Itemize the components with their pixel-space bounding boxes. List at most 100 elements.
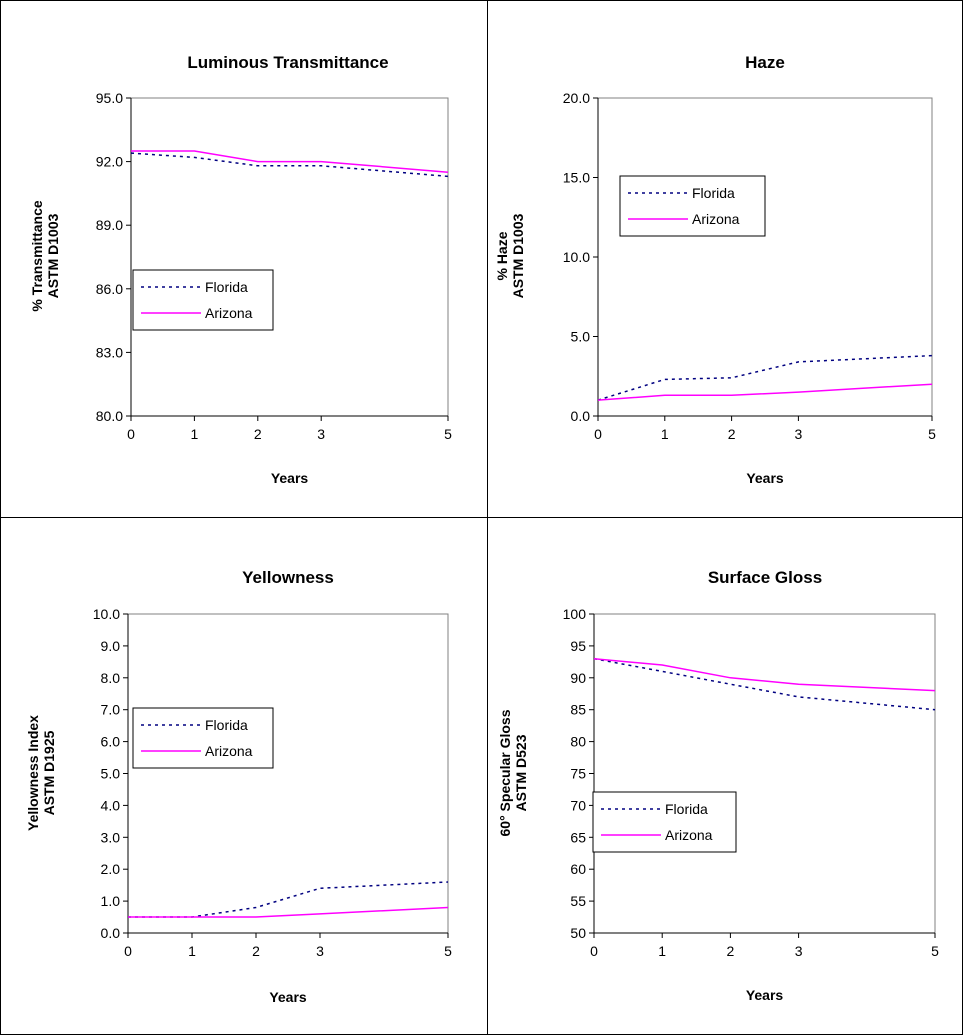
- x-tick-label: 0: [124, 943, 132, 959]
- y-axis-label: Yellowness Index: [25, 715, 41, 831]
- legend-box: [619, 175, 766, 237]
- y-tick-label: 1.0: [101, 893, 121, 909]
- y-tick-label: 7.0: [101, 702, 121, 718]
- y-tick-label: 20.0: [563, 90, 590, 106]
- chart-title: Yellowness: [242, 568, 334, 587]
- y-tick-label: 85: [570, 702, 586, 718]
- y-tick-label: 95: [570, 638, 586, 654]
- x-tick-label: 1: [658, 943, 666, 959]
- legend-box: [132, 269, 274, 331]
- x-tick-label: 2: [728, 426, 736, 442]
- x-tick-label: 0: [594, 426, 602, 442]
- y-tick-label: 80.0: [96, 408, 123, 424]
- y-tick-label: 100: [563, 606, 587, 622]
- plot-area: [127, 613, 449, 934]
- y-tick-label: 3.0: [101, 829, 121, 845]
- legend-box: [132, 707, 274, 769]
- y-tick-label: 90: [570, 670, 586, 686]
- y-axis-label: ASTM D1925: [41, 730, 57, 815]
- plot-area: [593, 613, 936, 934]
- x-tick-label: 1: [661, 426, 669, 442]
- y-tick-label: 15.0: [563, 170, 590, 186]
- x-axis-label: Years: [746, 470, 784, 486]
- x-tick-label: 5: [444, 426, 452, 442]
- x-tick-label: 0: [590, 943, 598, 959]
- series-line-arizona: [593, 657, 936, 692]
- legend-label-arizona: Arizona: [205, 743, 253, 759]
- y-tick-label: 75: [570, 766, 586, 782]
- chart-1: Luminous Transmittance 80.0 83.0 86.0 89.0 92…: [29, 53, 452, 486]
- legend: Florida Arizona: [132, 707, 274, 769]
- chart-title: Surface Gloss: [708, 568, 822, 587]
- legend-label-florida: Florida: [205, 717, 248, 733]
- x-tick-label: 5: [931, 943, 939, 959]
- chart-2: Haze 0.0 5.0 10.0 15.0 20.0 0 1 2 3 5 Years % Haze AS…: [494, 53, 936, 486]
- legend: Florida Arizona: [619, 175, 766, 237]
- y-tick-label: 55: [570, 893, 586, 909]
- y-tick-label: 89.0: [96, 217, 123, 233]
- x-tick-label: 5: [928, 426, 936, 442]
- x-axis-label: Years: [271, 470, 309, 486]
- series-line-arizona: [131, 150, 449, 173]
- y-tick-label: 86.0: [96, 281, 123, 297]
- y-tick-label: 4.0: [101, 797, 121, 813]
- y-tick-label: 80: [570, 734, 586, 750]
- y-axis-label: ASTM D1003: [45, 213, 61, 298]
- y-axis-label: ASTM D1003: [510, 213, 526, 298]
- chart-title: Luminous Transmittance: [187, 53, 388, 72]
- x-tick-label: 1: [188, 943, 196, 959]
- y-tick-label: 5.0: [101, 766, 121, 782]
- series-line-florida: [593, 657, 936, 711]
- y-tick-label: 10.0: [93, 606, 120, 622]
- x-tick-label: 3: [795, 426, 803, 442]
- y-tick-label: 0.0: [571, 408, 591, 424]
- y-tick-label: 60: [570, 861, 586, 877]
- legend-label-florida: Florida: [665, 801, 708, 817]
- y-axis-label: 60° Specular Gloss: [497, 709, 513, 836]
- series-line-arizona: [597, 383, 933, 401]
- x-tick-label: 3: [316, 943, 324, 959]
- y-tick-label: 65: [570, 829, 586, 845]
- y-tick-label: 5.0: [571, 329, 591, 345]
- x-tick-label: 2: [254, 426, 262, 442]
- chart-title: Haze: [745, 53, 785, 72]
- x-tick-label: 2: [727, 943, 735, 959]
- legend-label-arizona: Arizona: [205, 305, 253, 321]
- y-tick-label: 9.0: [101, 638, 121, 654]
- y-axis-label: ASTM D523: [513, 734, 529, 811]
- legend-box: [592, 791, 737, 853]
- y-tick-label: 70: [570, 797, 586, 813]
- legend: Florida Arizona: [592, 791, 737, 853]
- legend-label-florida: Florida: [205, 279, 248, 295]
- y-tick-label: 92.0: [96, 154, 123, 170]
- y-tick-label: 6.0: [101, 734, 121, 750]
- y-tick-label: 0.0: [101, 925, 121, 941]
- x-tick-label: 3: [317, 426, 325, 442]
- legend-label-arizona: Arizona: [665, 827, 713, 843]
- series-line-arizona: [128, 906, 449, 918]
- x-tick-label: 0: [127, 426, 135, 442]
- y-axis-label: % Haze: [494, 231, 510, 280]
- y-tick-label: 83.0: [96, 344, 123, 360]
- x-tick-label: 1: [191, 426, 199, 442]
- y-tick-label: 8.0: [101, 670, 121, 686]
- legend-label-arizona: Arizona: [692, 211, 740, 227]
- x-tick-label: 3: [795, 943, 803, 959]
- y-tick-label: 50: [570, 925, 586, 941]
- legend-label-florida: Florida: [692, 185, 735, 201]
- plot-area: [597, 97, 933, 417]
- x-axis-label: Years: [269, 989, 307, 1005]
- series-line-florida: [130, 152, 449, 178]
- x-axis-label: Years: [746, 987, 784, 1003]
- legend: Florida Arizona: [132, 269, 274, 331]
- y-tick-label: 10.0: [563, 249, 590, 265]
- x-tick-label: 2: [252, 943, 260, 959]
- x-tick-label: 5: [444, 943, 452, 959]
- y-axis-label: % Transmittance: [29, 200, 45, 311]
- chart-4: Surface Gloss 50 55 60 65 70 75 80 85 90 95 100 0 1 2 3…: [497, 568, 939, 1003]
- plot-area: [130, 97, 449, 417]
- y-tick-label: 95.0: [96, 90, 123, 106]
- chart-3: Yellowness 0.0 1.0 2.0 3.0 4.0 5.0 6.0 7.0 8.0 9.0…: [25, 568, 452, 1005]
- y-tick-label: 2.0: [101, 861, 121, 877]
